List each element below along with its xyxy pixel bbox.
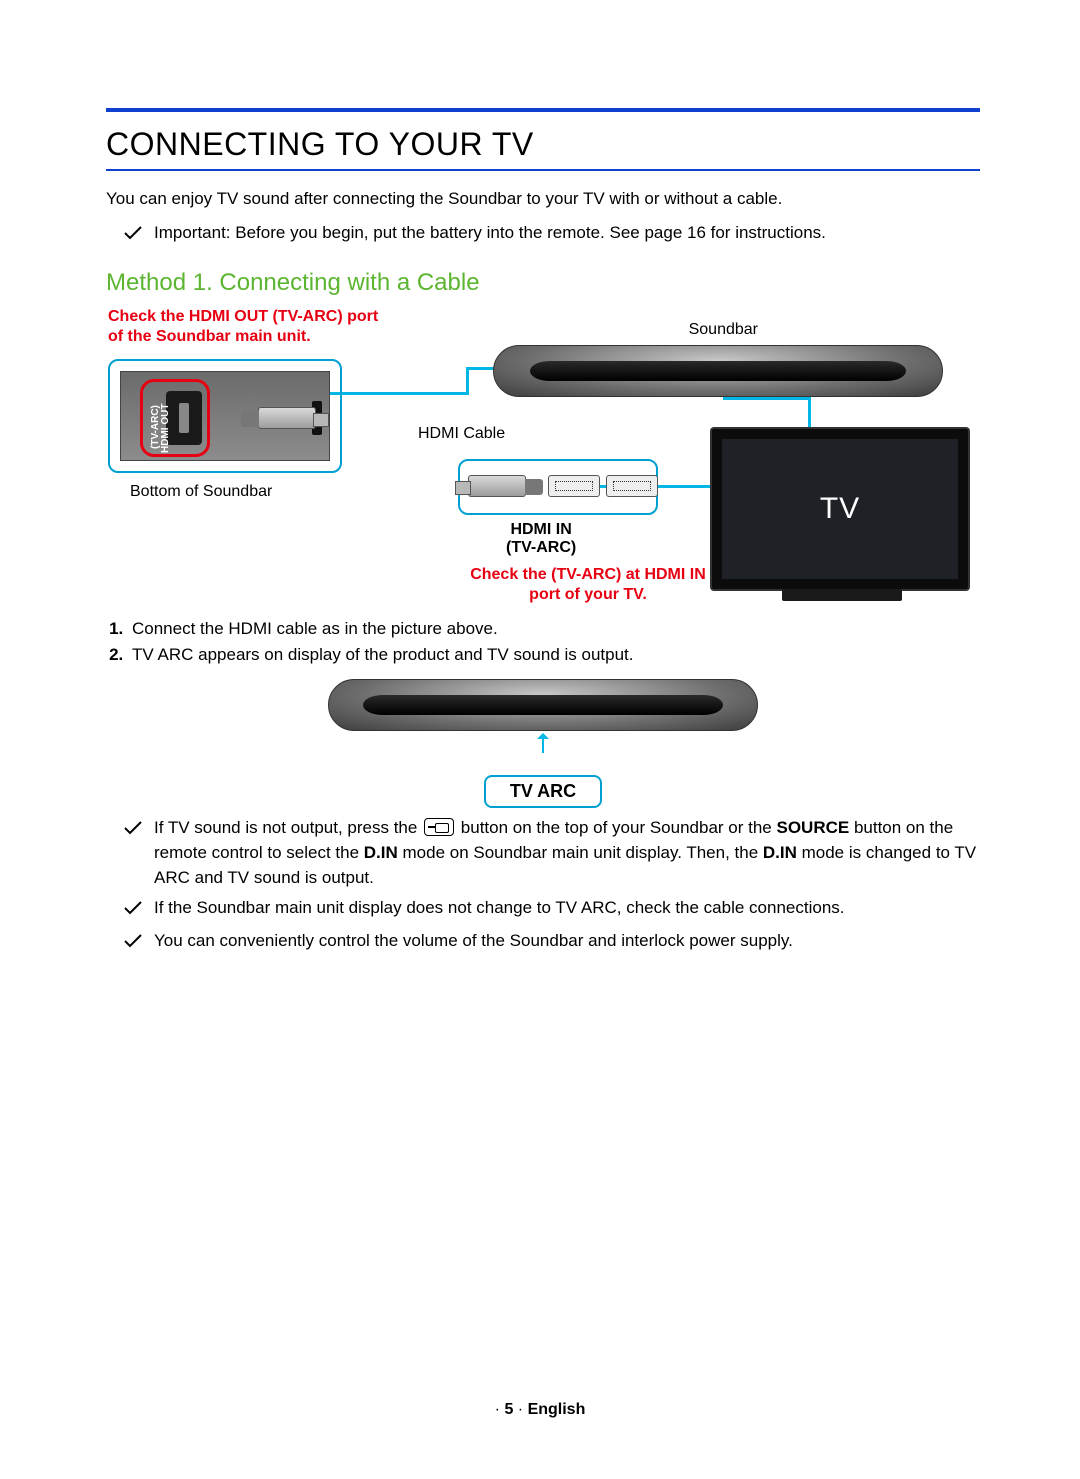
t: button on the top of your Soundbar or th… — [456, 818, 776, 837]
check-icon — [124, 816, 144, 843]
tv-stand — [782, 589, 902, 601]
note-3-text: You can conveniently control the volume … — [154, 929, 793, 954]
steps-list: Connect the HDMI cable as in the picture… — [128, 619, 980, 665]
cyan-line — [723, 397, 811, 400]
soundbar-graphic-2 — [328, 679, 758, 731]
tv-text: TV — [820, 492, 860, 526]
check-tv-arc-note: Check the (TV-ARC) at HDMI IN port of yo… — [468, 565, 708, 605]
check-icon — [124, 221, 144, 248]
check-hdmi-out-note: Check the HDMI OUT (TV-ARC) port of the … — [108, 307, 388, 347]
hdmi-plug-left — [258, 407, 316, 429]
t: D.IN — [763, 843, 797, 862]
bottom-of-soundbar-label: Bottom of Soundbar — [130, 483, 272, 501]
intro-text: You can enjoy TV sound after connecting … — [106, 187, 980, 211]
hdmi-female-port-2 — [606, 475, 658, 497]
check-icon — [124, 929, 144, 956]
soundbar-graphic — [493, 345, 943, 397]
soundbar-label: Soundbar — [689, 321, 758, 339]
source-icon — [424, 818, 454, 836]
page-footer: · 5 · English — [0, 1401, 1080, 1419]
step-2: TV ARC appears on display of the product… — [128, 645, 980, 665]
page-number: 5 — [504, 1401, 513, 1418]
tv-graphic: TV — [710, 427, 970, 591]
important-note: Important: Before you begin, put the bat… — [124, 221, 980, 248]
method-heading: Method 1. Connecting with a Cable — [106, 269, 980, 297]
port-label-1: HDMI OUT — [160, 404, 171, 453]
cyan-line — [466, 367, 469, 395]
important-note-text: Important: Before you begin, put the bat… — [154, 221, 826, 246]
hdmi-plug-mid — [468, 475, 526, 497]
page-lang: English — [528, 1401, 586, 1418]
page-title: CONNECTING TO YOUR TV — [106, 126, 980, 171]
pointer-up-icon — [542, 735, 544, 753]
hdmi-in-label: HDMI IN (TV-ARC) — [506, 521, 576, 557]
tv-arc-badge: TV ARC — [484, 775, 602, 808]
top-rule — [106, 108, 980, 112]
sep: · — [495, 1401, 505, 1418]
step-1: Connect the HDMI cable as in the picture… — [128, 619, 980, 639]
t: If TV sound is not output, press the — [154, 818, 422, 837]
note-2-text: If the Soundbar main unit display does n… — [154, 896, 845, 921]
t: mode on Soundbar main unit display. Then… — [398, 843, 763, 862]
soundbar-tvarc-graphic: TV ARC — [328, 679, 758, 808]
hdmi-female-port — [548, 475, 600, 497]
sep: · — [513, 1401, 527, 1418]
t: D.IN — [364, 843, 398, 862]
hdmi-out-port — [166, 391, 202, 445]
note-2: If the Soundbar main unit display does n… — [124, 896, 980, 923]
note-1: If TV sound is not output, press the but… — [124, 816, 980, 890]
t: SOURCE — [776, 818, 849, 837]
hdmi-cable-label: HDMI Cable — [418, 425, 505, 443]
check-icon — [124, 896, 144, 923]
connection-diagram: Check the HDMI OUT (TV-ARC) port of the … — [108, 307, 978, 607]
note-3: You can conveniently control the volume … — [124, 929, 980, 956]
port-label-2: (TV-ARC) — [150, 406, 161, 450]
note-1-text: If TV sound is not output, press the but… — [154, 816, 980, 890]
